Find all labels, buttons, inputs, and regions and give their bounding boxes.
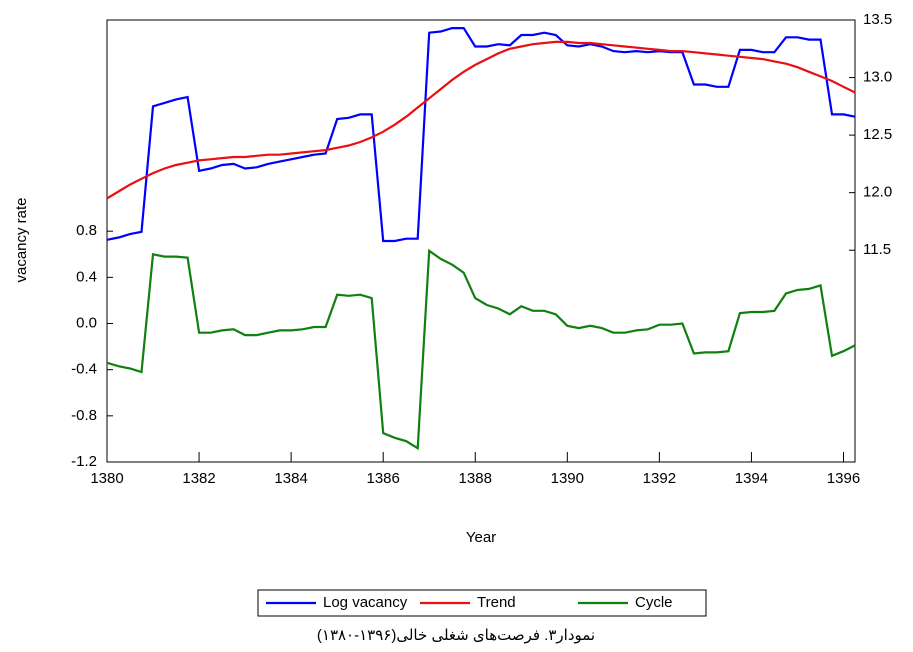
y2-tick-label: 12.0: [863, 184, 892, 201]
x-axis-label: Year: [466, 529, 496, 546]
y-tick-label: -0.4: [71, 361, 97, 378]
y-tick-label: 0.0: [76, 314, 97, 331]
legend-box: [257, 589, 707, 617]
x-tick-label: 1380: [90, 470, 123, 487]
series-line: [106, 40, 856, 200]
y-tick-label: 0.4: [76, 268, 97, 285]
series-line: [106, 27, 856, 243]
y-tick-label: -0.8: [71, 407, 97, 424]
y2-tick-label: 12.5: [863, 126, 892, 143]
y2-tick-label: 13.0: [863, 69, 892, 86]
series-line: [106, 248, 856, 451]
x-tick-label: 1396: [827, 470, 860, 487]
legend-label: Trend: [477, 594, 516, 611]
y-axis-label: vacancy rate: [13, 197, 30, 282]
caption: نمودار۳. فرصت‌های شغلی خالی(۱۳۹۶-۱۳۸۰): [317, 627, 595, 644]
x-tick-label: 1388: [459, 470, 492, 487]
legend-label: Log vacancy: [323, 594, 408, 611]
x-tick-label: 1386: [366, 470, 399, 487]
plot-frame: [106, 19, 856, 463]
x-tick-label: 1382: [182, 470, 215, 487]
y-tick-label: 0.8: [76, 222, 97, 239]
y2-tick-label: 11.5: [863, 241, 891, 258]
y-tick-label: -1.2: [71, 453, 97, 470]
y2-tick-label: 13.5: [863, 11, 892, 28]
x-tick-label: 1394: [735, 470, 768, 487]
x-tick-label: 1384: [274, 470, 307, 487]
x-tick-label: 1390: [551, 470, 584, 487]
x-tick-label: 1392: [643, 470, 676, 487]
legend-label: Cycle: [635, 594, 673, 611]
